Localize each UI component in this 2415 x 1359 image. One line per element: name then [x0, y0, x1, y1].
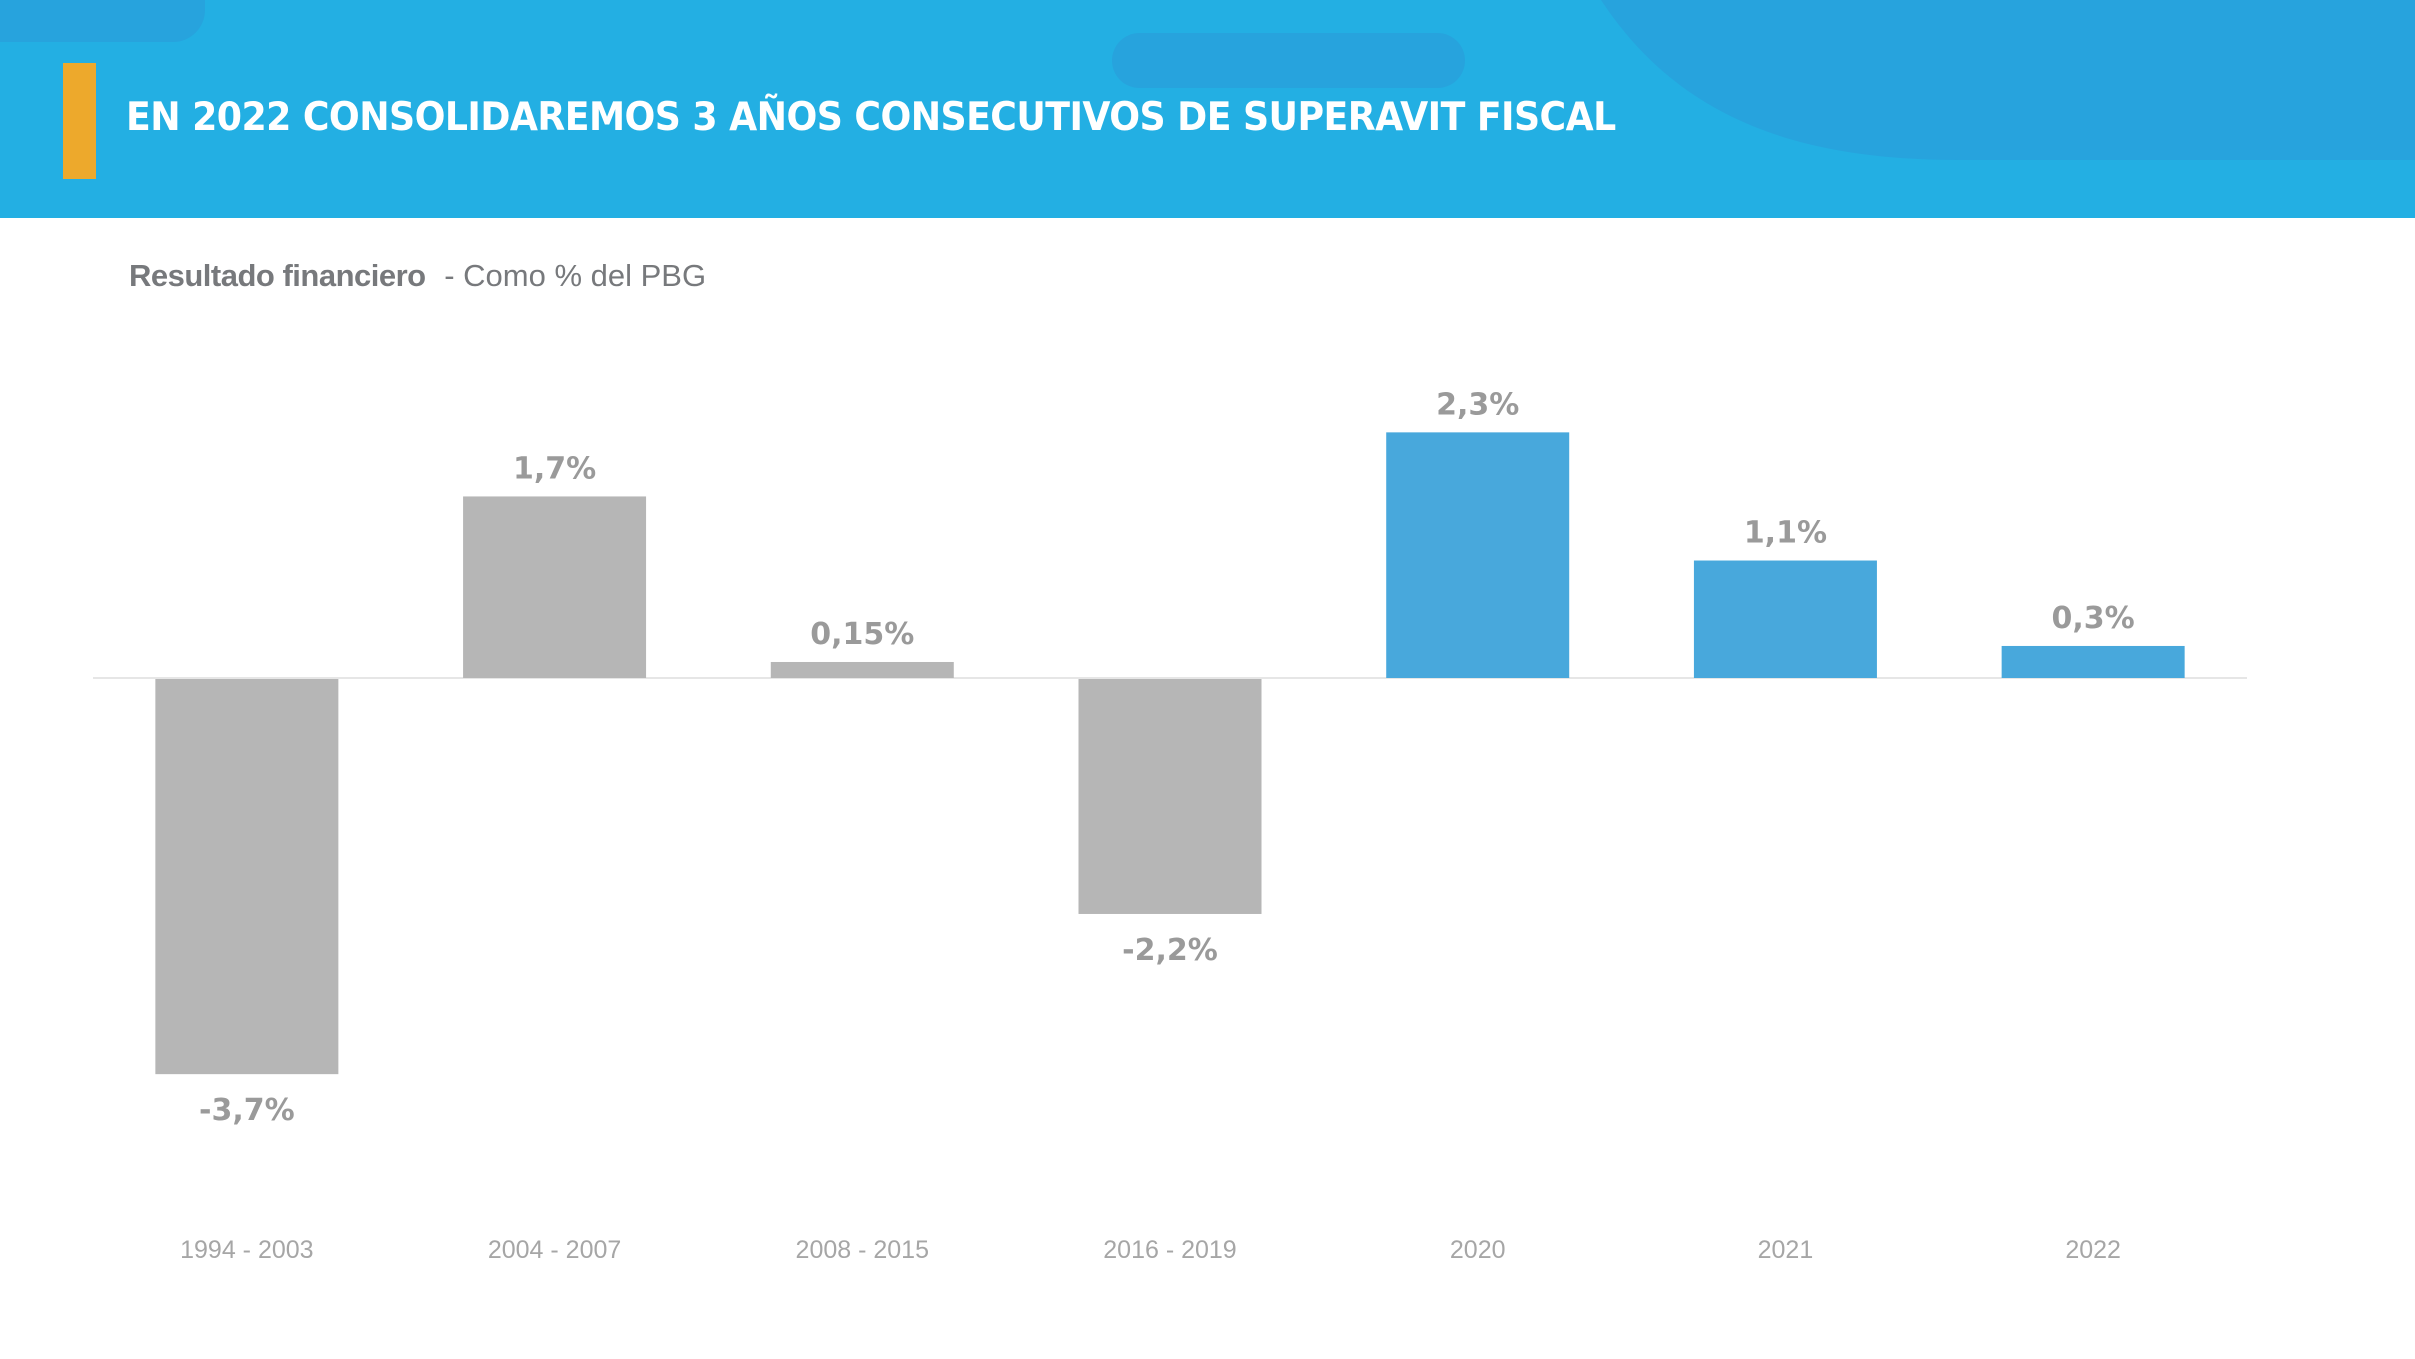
header-banner: EN 2022 CONSOLIDAREMOS 3 AÑOS CONSECUTIV…: [0, 0, 2415, 218]
x-tick-label: 2021: [1758, 1236, 1814, 1264]
x-tick-label: 2008 - 2015: [796, 1236, 929, 1264]
page-title: EN 2022 CONSOLIDAREMOS 3 AÑOS CONSECUTIV…: [126, 95, 1616, 140]
x-tick-label: 2004 - 2007: [488, 1236, 621, 1264]
x-tick-label: 2016 - 2019: [1103, 1236, 1236, 1264]
accent-bar: [63, 63, 96, 179]
data-label: -2,2%: [1122, 933, 1218, 968]
bar-6: [1693, 560, 1877, 678]
x-tick-label: 2022: [2065, 1236, 2121, 1264]
bar-2: [463, 496, 647, 678]
bar-3: [770, 661, 954, 678]
chart-subtitle: Resultado financiero - Como % del PBG: [129, 258, 706, 294]
bar-4: [1078, 679, 1262, 914]
decorative-shape: [0, 0, 205, 42]
x-tick-label: 1994 - 2003: [180, 1236, 313, 1264]
data-label: 2,3%: [1436, 387, 1519, 422]
bar-7: [2001, 645, 2185, 678]
data-label: 0,15%: [810, 617, 914, 652]
x-tick-label: 2020: [1450, 1236, 1506, 1264]
subtitle-main: Resultado financiero: [129, 258, 426, 293]
bar-5: [1386, 432, 1570, 678]
decorative-pill: [1112, 33, 1465, 88]
bar-1: [155, 679, 339, 1075]
data-label: 1,1%: [1744, 516, 1827, 551]
decorative-swoosh: [1601, 0, 2415, 160]
subtitle-units: - Como % del PBG: [444, 258, 707, 293]
data-label: 1,7%: [513, 451, 596, 486]
data-label: 0,3%: [2052, 601, 2135, 636]
data-label: -3,7%: [199, 1093, 295, 1128]
